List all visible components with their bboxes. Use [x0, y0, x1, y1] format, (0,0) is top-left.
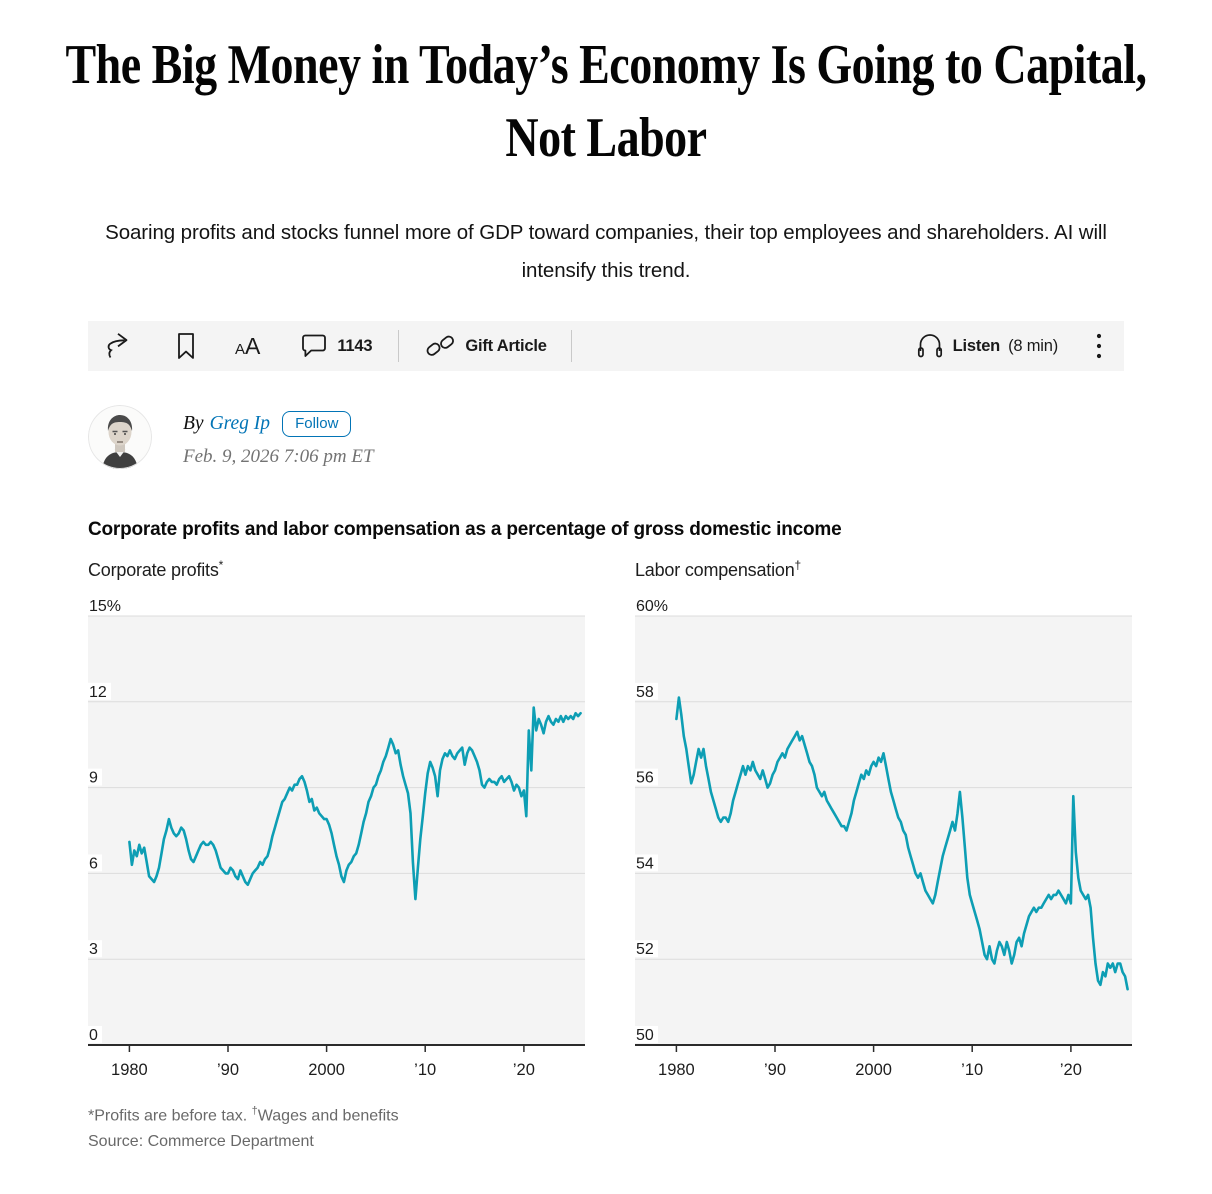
- bookmark-icon: [175, 332, 197, 360]
- chart-title: Corporate profits and labor compensation…: [88, 519, 842, 541]
- svg-text:0: 0: [89, 1027, 98, 1044]
- gift-article-button[interactable]: Gift Article: [425, 332, 547, 360]
- svg-text:’90: ’90: [764, 1061, 786, 1079]
- svg-text:3: 3: [89, 942, 98, 959]
- chart-source: Source: Commerce Department: [88, 1132, 314, 1150]
- svg-text:12: 12: [89, 684, 107, 701]
- svg-text:’10: ’10: [961, 1061, 983, 1079]
- labor-compensation-chart: 50 52 54 56 58 60% 1980 ’90 2000 ’10 ’20: [635, 597, 1132, 1079]
- article-date: Feb. 9, 2026 7:06 pm ET: [183, 446, 374, 468]
- svg-text:1980: 1980: [658, 1061, 695, 1079]
- listen-button[interactable]: Listen (8 min): [916, 331, 1058, 361]
- corporate-profits-chart: 0 3 6 9 12 15% 1980 ’90 2000 ’10 ’20: [88, 597, 585, 1079]
- footnote-marker: *: [218, 558, 224, 573]
- chart-panel-label-corporate-profits: Corporate profits*: [88, 558, 224, 581]
- toolbar-divider: [398, 330, 400, 363]
- comment-icon: [300, 333, 328, 359]
- link-icon: [425, 332, 456, 360]
- svg-text:’20: ’20: [513, 1061, 535, 1079]
- author-avatar[interactable]: [88, 405, 152, 470]
- chart-block: Corporate profits and labor compensation…: [88, 519, 1132, 1154]
- text-size-icon: A: [235, 340, 246, 358]
- chart-panel-label-labor-compensation: Labor compensation†: [635, 558, 802, 581]
- headphones-icon: [916, 331, 944, 361]
- svg-text:6: 6: [89, 856, 98, 873]
- svg-text:9: 9: [89, 770, 98, 787]
- svg-text:2000: 2000: [855, 1061, 892, 1079]
- article-subhead: Soaring profits and stocks funnel more o…: [105, 220, 1107, 282]
- svg-text:58: 58: [636, 684, 654, 701]
- svg-text:’90: ’90: [217, 1061, 239, 1079]
- share-icon: [106, 332, 139, 360]
- byline-prefix: By: [183, 413, 204, 435]
- listen-label: Listen: [952, 336, 1001, 355]
- svg-text:1980: 1980: [111, 1061, 148, 1079]
- svg-text:52: 52: [636, 942, 654, 959]
- svg-text:54: 54: [636, 856, 654, 873]
- page-title: The Big Money in Today’s Economy Is Goin…: [65, 32, 1147, 169]
- listen-duration: (8 min): [1008, 336, 1058, 355]
- toolbar-divider: [570, 330, 572, 363]
- svg-text:’10: ’10: [414, 1061, 436, 1079]
- bookmark-button[interactable]: [175, 332, 197, 360]
- follow-button[interactable]: Follow: [282, 411, 352, 438]
- footnote-marker: †: [794, 558, 802, 573]
- gift-article-label: Gift Article: [465, 336, 547, 355]
- comments-button[interactable]: 1143: [300, 333, 373, 359]
- comment-count: 1143: [337, 336, 373, 355]
- svg-text:’20: ’20: [1060, 1061, 1082, 1079]
- svg-text:15%: 15%: [89, 598, 121, 615]
- more-options-button[interactable]: [1096, 333, 1102, 359]
- share-button[interactable]: [106, 332, 139, 360]
- svg-text:50: 50: [636, 1027, 654, 1044]
- author-link[interactable]: Greg Ip: [209, 413, 271, 435]
- chart-footnote: *Profits are before tax. †Wages and bene…: [88, 1105, 399, 1150]
- kebab-menu-icon: [1096, 333, 1102, 359]
- svg-text:60%: 60%: [636, 598, 668, 615]
- svg-text:2000: 2000: [308, 1061, 345, 1079]
- byline: By Greg Ip Follow Feb. 9, 2026 7:06 pm E…: [88, 405, 1212, 470]
- svg-text:56: 56: [636, 770, 654, 787]
